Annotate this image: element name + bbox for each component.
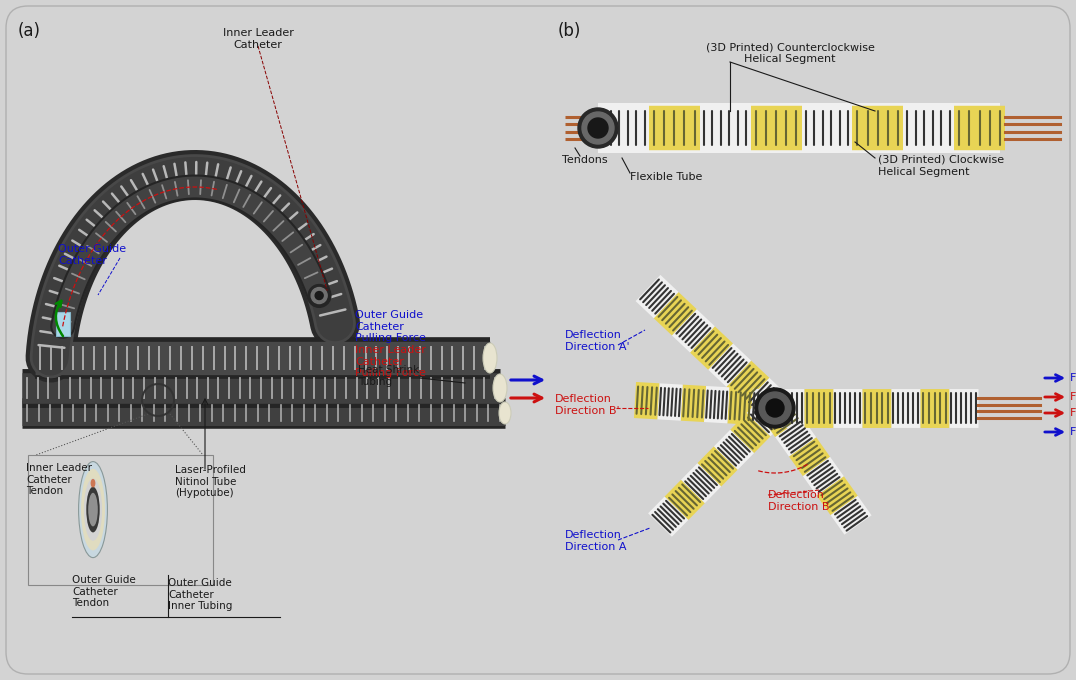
Text: Heat Shrink
Tubing: Heat Shrink Tubing bbox=[358, 365, 420, 387]
Text: (3D Printed) Clockwise
Helical Segment: (3D Printed) Clockwise Helical Segment bbox=[878, 155, 1004, 177]
Ellipse shape bbox=[84, 479, 102, 541]
Text: Force B: Force B bbox=[1070, 408, 1076, 418]
Ellipse shape bbox=[88, 493, 98, 526]
Text: (3D Printed) Counterclockwise
Helical Segment: (3D Printed) Counterclockwise Helical Se… bbox=[706, 42, 875, 64]
Text: Force A: Force A bbox=[1070, 427, 1076, 437]
Text: Outer Guide
Catheter
Pulling Force: Outer Guide Catheter Pulling Force bbox=[355, 310, 426, 343]
Text: Force A': Force A' bbox=[1070, 373, 1076, 383]
Ellipse shape bbox=[90, 479, 96, 488]
Text: Outer Guide
Catheter: Outer Guide Catheter bbox=[58, 244, 126, 266]
Text: Outer Guide
Catheter
Inner Tubing: Outer Guide Catheter Inner Tubing bbox=[168, 578, 232, 611]
Circle shape bbox=[766, 399, 784, 417]
Text: Deflection
Direction A': Deflection Direction A' bbox=[565, 330, 629, 352]
Text: Inner Leader
Catheter: Inner Leader Catheter bbox=[223, 28, 294, 50]
Text: Deflection
Direction B': Deflection Direction B' bbox=[555, 394, 620, 415]
Circle shape bbox=[755, 388, 795, 428]
Circle shape bbox=[315, 292, 323, 300]
Ellipse shape bbox=[79, 462, 108, 558]
Circle shape bbox=[582, 112, 614, 144]
Circle shape bbox=[759, 392, 791, 424]
Circle shape bbox=[308, 284, 330, 307]
Ellipse shape bbox=[493, 374, 507, 402]
Text: Inner Leader
Catheter
Tendon: Inner Leader Catheter Tendon bbox=[26, 463, 93, 496]
Ellipse shape bbox=[86, 487, 100, 532]
Text: (a): (a) bbox=[18, 22, 41, 40]
Text: Outer Guide
Catheter
Tendon: Outer Guide Catheter Tendon bbox=[72, 575, 136, 608]
Ellipse shape bbox=[81, 469, 105, 550]
Text: Tendons: Tendons bbox=[562, 155, 608, 165]
Bar bbox=[56, 312, 70, 337]
FancyBboxPatch shape bbox=[6, 6, 1070, 674]
Ellipse shape bbox=[499, 402, 511, 424]
Text: Force B': Force B' bbox=[1070, 392, 1076, 402]
Circle shape bbox=[587, 118, 608, 138]
Text: Flexible Tube: Flexible Tube bbox=[631, 172, 703, 182]
FancyBboxPatch shape bbox=[28, 455, 213, 585]
Text: Laser-Profiled
Nitinol Tube
(Hypotube): Laser-Profiled Nitinol Tube (Hypotube) bbox=[175, 465, 246, 498]
Text: (b): (b) bbox=[558, 22, 581, 40]
Circle shape bbox=[311, 288, 327, 303]
Text: Deflection
Direction B: Deflection Direction B bbox=[768, 490, 830, 511]
Ellipse shape bbox=[483, 343, 497, 373]
Text: Inner Leader
Catheter
Pulling Force: Inner Leader Catheter Pulling Force bbox=[355, 345, 426, 378]
Circle shape bbox=[578, 108, 618, 148]
Text: Deflection
Direction A: Deflection Direction A bbox=[565, 530, 626, 551]
